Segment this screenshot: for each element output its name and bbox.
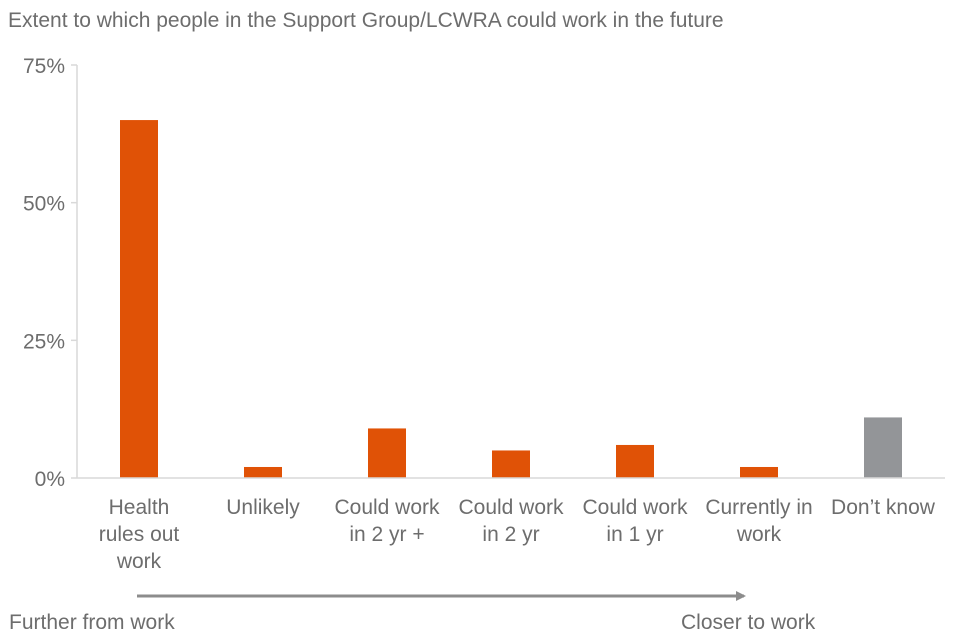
x-category-label: in 2 yr + (349, 523, 424, 546)
chart-title: Extent to which people in the Support Gr… (8, 9, 724, 32)
y-tick-label: 25% (23, 330, 65, 353)
x-category-label: rules out (99, 523, 180, 546)
y-axis: 0% 25% 50% 75% (23, 55, 78, 491)
x-category-label: work (116, 550, 162, 573)
x-category-label: Could work (334, 496, 440, 519)
bar (740, 466, 778, 478)
y-tick-label: 50% (23, 193, 65, 216)
x-category-label: Could work (582, 496, 688, 519)
x-category-label: Don’t know (831, 496, 936, 519)
bar (616, 444, 654, 478)
x-category-label: Could work (458, 496, 564, 519)
x-category-label: in 1 yr (606, 523, 663, 546)
bar (120, 120, 158, 479)
bar (492, 450, 530, 478)
y-tick-label: 75% (23, 55, 65, 78)
x-category-label: work (736, 523, 782, 546)
y-tick-label: 0% (35, 468, 65, 491)
bar (368, 428, 406, 478)
x-category-label: Unlikely (226, 496, 300, 519)
bar (244, 466, 282, 478)
x-axis: Health rules out work Unlikely Could work in … (77, 477, 945, 573)
bars (120, 120, 902, 479)
bar (864, 417, 902, 478)
x-category-label: Currently in (705, 496, 812, 519)
x-category-label: in 2 yr (482, 523, 539, 546)
further-from-work-label: Further from work (9, 611, 175, 634)
x-category-label: Health (109, 496, 170, 519)
closer-to-work-label: Closer to work (681, 611, 816, 634)
